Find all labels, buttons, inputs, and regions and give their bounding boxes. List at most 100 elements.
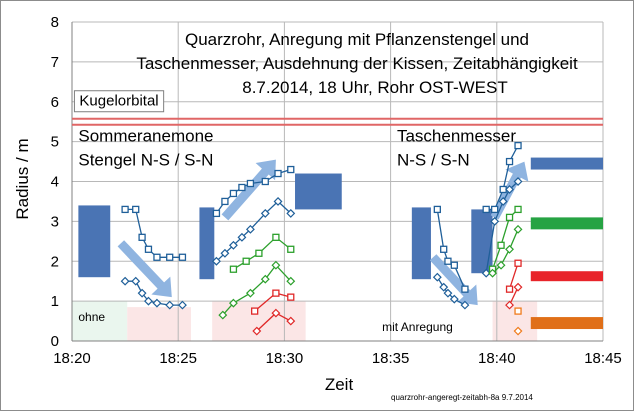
series-5-point-5 bbox=[286, 276, 296, 286]
y-tick-label-3: 3 bbox=[51, 213, 59, 230]
series-1-point-5 bbox=[165, 300, 175, 310]
series-2-point-7 bbox=[287, 165, 295, 174]
series-1-point-6 bbox=[177, 300, 187, 310]
series-0-point-0 bbox=[121, 205, 129, 214]
annotation-mit: mit Anregung bbox=[382, 320, 453, 334]
trend-arrow-0 bbox=[117, 240, 172, 298]
series-13-point-0 bbox=[488, 268, 498, 278]
annotation-ohne: ohne bbox=[78, 310, 105, 324]
series-17-point-0 bbox=[513, 326, 523, 336]
bar-5 bbox=[530, 157, 603, 170]
series-11-point-3 bbox=[505, 185, 514, 194]
bar-2 bbox=[295, 173, 342, 210]
series-12-point-2 bbox=[505, 213, 514, 222]
series-6-point-1 bbox=[272, 289, 280, 297]
series-13-point-3 bbox=[513, 224, 523, 234]
bar-0 bbox=[78, 205, 111, 278]
background-region-3 bbox=[492, 301, 538, 341]
series-2-point-1 bbox=[221, 197, 229, 206]
series-15-point-1 bbox=[513, 282, 523, 292]
series-3-point-2 bbox=[228, 240, 238, 250]
annotation-somm1: Sommeranemone bbox=[78, 127, 213, 146]
series-3-point-0 bbox=[211, 256, 221, 266]
series-8-point-1 bbox=[440, 245, 448, 253]
series-3-point-3 bbox=[237, 232, 247, 242]
annotation-somm2: Stengel N-S / S-N bbox=[78, 151, 213, 170]
series-5-point-0 bbox=[218, 310, 228, 320]
series-12-point-3 bbox=[514, 205, 522, 214]
series-4-point-3 bbox=[272, 233, 280, 241]
series-10-point-3 bbox=[505, 157, 514, 166]
x-tick-label-4: 18:40 bbox=[478, 350, 516, 367]
series-2-point-2 bbox=[229, 189, 238, 198]
x-tick-label-1: 18:25 bbox=[159, 350, 197, 367]
y-tick-label-4: 4 bbox=[51, 174, 59, 191]
series-5-point-4 bbox=[271, 260, 281, 270]
series-4-point-2 bbox=[255, 249, 263, 257]
series-7-point-2 bbox=[286, 316, 296, 326]
series-1-point-2 bbox=[137, 288, 147, 298]
series-4-point-0 bbox=[229, 265, 238, 273]
series-3-point-7 bbox=[286, 208, 296, 218]
series-4-point-4 bbox=[287, 245, 295, 253]
bar-3 bbox=[411, 207, 431, 280]
series-8-point-3 bbox=[450, 261, 458, 269]
y-tick-label-5: 5 bbox=[51, 134, 59, 151]
series-10-point-1 bbox=[491, 205, 499, 214]
series-0-point-6 bbox=[178, 253, 187, 261]
series-0-point-5 bbox=[166, 253, 174, 261]
y-tick-label-0: 0 bbox=[51, 333, 59, 350]
series-12-point-1 bbox=[497, 241, 505, 249]
annotation-tasch1: Taschenmesser bbox=[397, 127, 516, 146]
series-10-point-0 bbox=[482, 205, 490, 214]
series-5-point-2 bbox=[245, 288, 255, 298]
series-11-point-2 bbox=[498, 196, 508, 206]
series-9-point-0 bbox=[432, 272, 442, 282]
series-9-point-2 bbox=[443, 288, 453, 298]
series-6-point-2 bbox=[287, 293, 295, 301]
series-0-point-4 bbox=[153, 253, 161, 261]
series-1-point-4 bbox=[152, 298, 162, 308]
chart-title-line-1: Quarzrohr, Anregung mit Pflanzenstengel … bbox=[185, 30, 529, 49]
y-tick-label-2: 2 bbox=[51, 253, 59, 270]
annotation-tasch2: N-S / S-N bbox=[397, 151, 470, 170]
series-0-point-3 bbox=[144, 245, 153, 253]
series-13-point-1 bbox=[496, 260, 506, 270]
series-1-point-0 bbox=[120, 276, 130, 286]
bar-8 bbox=[530, 317, 603, 330]
series-1-point-1 bbox=[131, 276, 141, 286]
series-line-13 bbox=[492, 229, 519, 274]
series-8-point-2 bbox=[444, 257, 452, 265]
series-3-point-6 bbox=[273, 196, 283, 206]
bar-6 bbox=[530, 217, 603, 230]
series-11-point-0 bbox=[481, 268, 491, 278]
series-11-point-4 bbox=[513, 177, 523, 186]
series-3-point-1 bbox=[220, 248, 230, 258]
x-tick-label-5: 18:45 bbox=[584, 350, 622, 367]
series-14-point-1 bbox=[514, 259, 522, 267]
series-13-point-2 bbox=[505, 244, 514, 254]
bar-7 bbox=[530, 271, 603, 282]
y-tick-label-1: 1 bbox=[51, 293, 59, 310]
series-9-point-4 bbox=[460, 300, 470, 310]
y-tick-label-8: 8 bbox=[51, 14, 59, 31]
trend-arrow-1 bbox=[221, 159, 276, 221]
series-5-point-1 bbox=[228, 298, 238, 308]
series-4-point-1 bbox=[242, 257, 250, 265]
series-8-point-4 bbox=[461, 285, 469, 293]
chart-title-line-2: Taschenmesser, Ausdehnung der Kissen, Ze… bbox=[136, 54, 578, 73]
x-axis-label: Zeit bbox=[325, 375, 354, 394]
y-tick-label-7: 7 bbox=[51, 54, 59, 71]
bar-1 bbox=[199, 207, 215, 280]
series-7-point-1 bbox=[271, 308, 281, 318]
series-6-point-0 bbox=[251, 307, 259, 315]
series-9-point-3 bbox=[449, 294, 459, 304]
series-15-point-0 bbox=[505, 300, 514, 310]
series-3-point-4 bbox=[245, 224, 255, 234]
series-8-point-0 bbox=[433, 205, 441, 214]
annotation-box-kugel bbox=[73, 90, 165, 113]
series-line-12 bbox=[491, 208, 519, 270]
series-line-0 bbox=[125, 208, 183, 258]
